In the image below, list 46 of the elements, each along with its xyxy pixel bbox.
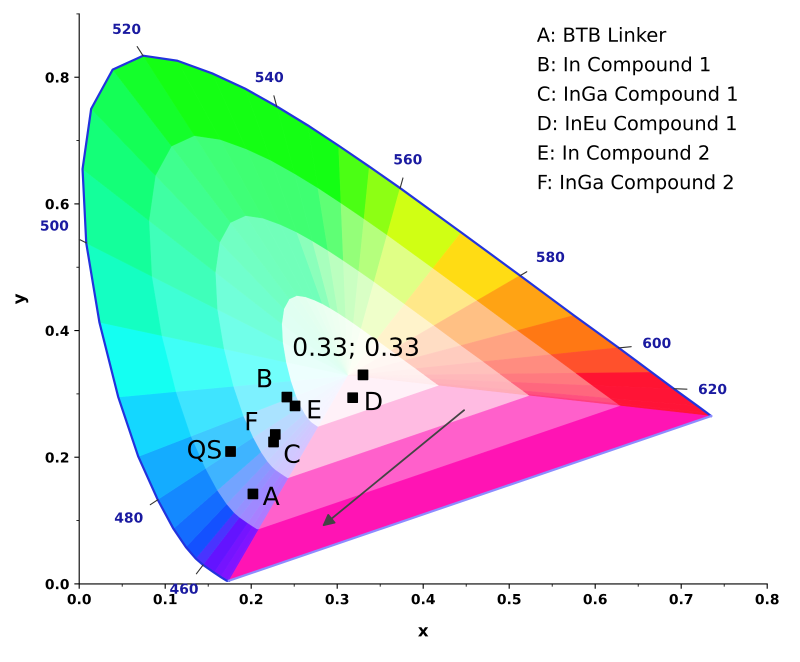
annotation: A: BTB Linker	[536, 27, 666, 42]
annotation: A	[262, 486, 280, 506]
annotation: D: InEu Compound 1	[538, 115, 736, 134]
y-tick-label: 0.2	[46, 452, 68, 463]
annotation: 580	[536, 252, 564, 262]
y-tick-label: 0.0	[46, 578, 69, 590]
y-axis-title: y	[15, 294, 28, 304]
annotation: B: In Compound 1	[538, 56, 710, 76]
annotation: 460	[170, 583, 198, 594]
x-tick-label: 0.1	[154, 594, 177, 604]
point	[225, 446, 236, 457]
annotation: 600	[643, 338, 671, 348]
x-tick-label: 0.0	[68, 594, 91, 604]
y-tick-label: 0.8	[46, 72, 69, 83]
x-tick-label: 0.6	[584, 594, 607, 604]
annotation: C: InGa Compound 1	[538, 86, 737, 105]
annotation: E: In Compound 2	[538, 144, 708, 164]
point	[248, 488, 258, 500]
y-tick-label: 0.4	[46, 326, 69, 336]
annotation: E	[308, 400, 320, 418]
point	[290, 400, 300, 412]
x-tick-label: 0.8	[756, 594, 779, 604]
annotation: F	[246, 412, 258, 430]
point	[282, 392, 292, 402]
annotation: C	[284, 444, 300, 464]
annotation: 560	[394, 154, 422, 164]
annotation: 0.33; 0.33	[294, 337, 418, 359]
x-tick-label: 0.2	[240, 594, 262, 604]
annotation: 540	[256, 72, 284, 82]
point	[270, 429, 281, 440]
x-tick-label: 0.3	[326, 594, 348, 604]
x-tick-label: 0.7	[670, 594, 692, 604]
point	[358, 370, 368, 380]
x-axis-title: x	[418, 627, 428, 636]
annotation: 620	[698, 384, 726, 394]
x-tick-label: 0.5	[498, 594, 521, 604]
annotation: QS	[188, 440, 221, 462]
annotation: 480	[114, 512, 143, 523]
annotation: D	[366, 392, 382, 410]
annotation: 520	[113, 24, 140, 34]
annotation: 500	[40, 220, 68, 231]
annotation: B	[258, 369, 272, 388]
y-tick-label: 0.6	[46, 198, 69, 210]
annotation: F: InGa Compound 2	[538, 174, 733, 194]
point	[347, 392, 358, 404]
x-tick-label: 0.4	[412, 594, 435, 604]
